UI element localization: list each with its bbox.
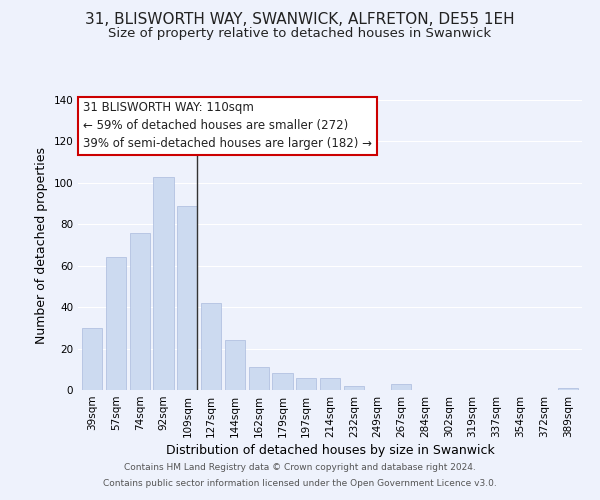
- Bar: [201, 303, 221, 390]
- Bar: [106, 258, 126, 390]
- Bar: [130, 232, 150, 390]
- Bar: [225, 340, 245, 390]
- Text: Size of property relative to detached houses in Swanwick: Size of property relative to detached ho…: [109, 28, 491, 40]
- X-axis label: Distribution of detached houses by size in Swanwick: Distribution of detached houses by size …: [166, 444, 494, 457]
- Y-axis label: Number of detached properties: Number of detached properties: [35, 146, 48, 344]
- Text: 31 BLISWORTH WAY: 110sqm
← 59% of detached houses are smaller (272)
39% of semi-: 31 BLISWORTH WAY: 110sqm ← 59% of detach…: [83, 102, 372, 150]
- Bar: [320, 378, 340, 390]
- Bar: [391, 384, 412, 390]
- Bar: [272, 374, 293, 390]
- Text: Contains HM Land Registry data © Crown copyright and database right 2024.: Contains HM Land Registry data © Crown c…: [124, 464, 476, 472]
- Bar: [177, 206, 197, 390]
- Bar: [344, 386, 364, 390]
- Text: Contains public sector information licensed under the Open Government Licence v3: Contains public sector information licen…: [103, 478, 497, 488]
- Bar: [154, 176, 173, 390]
- Bar: [248, 367, 269, 390]
- Bar: [296, 378, 316, 390]
- Bar: [557, 388, 578, 390]
- Text: 31, BLISWORTH WAY, SWANWICK, ALFRETON, DE55 1EH: 31, BLISWORTH WAY, SWANWICK, ALFRETON, D…: [85, 12, 515, 28]
- Bar: [82, 328, 103, 390]
